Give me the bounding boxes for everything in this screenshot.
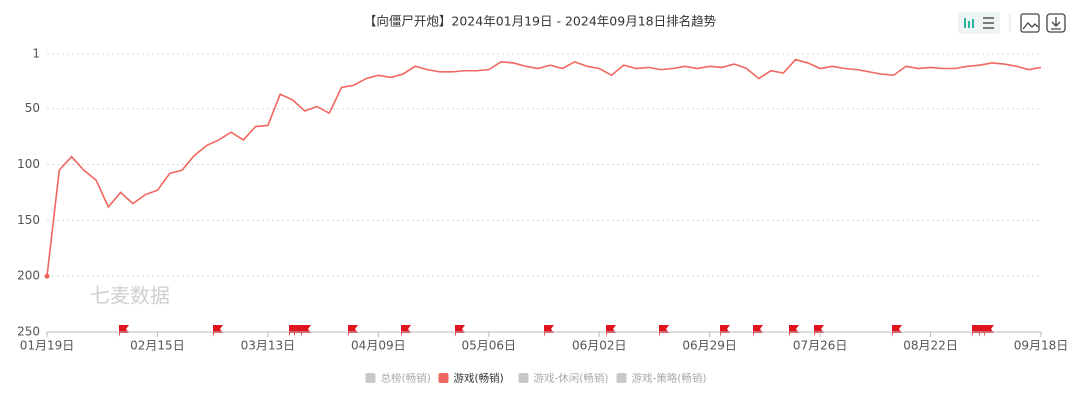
y-tick-label: 1 (32, 47, 40, 61)
x-tick-label: 03月13日 (241, 339, 296, 353)
event-flag[interactable] (455, 325, 465, 337)
event-flag[interactable] (892, 325, 902, 337)
image-icon (1022, 22, 1039, 30)
legend-label: 游戏-策略(畅销) (632, 372, 707, 385)
event-flag[interactable] (301, 325, 311, 337)
x-tick-label: 04月09日 (351, 339, 406, 353)
legend-item[interactable]: 游戏-策略(畅销) (616, 372, 707, 385)
toolbar (958, 12, 1066, 34)
y-tick-label: 250 (17, 325, 40, 339)
event-flags (119, 325, 994, 337)
line (46, 58, 1042, 277)
event-flag[interactable] (544, 325, 554, 337)
event-flag[interactable] (213, 325, 223, 337)
event-flag[interactable] (720, 325, 730, 337)
watermark: 七麦数据 (90, 284, 170, 308)
event-flag[interactable] (814, 325, 824, 337)
legend-label: 游戏-休闲(畅销) (534, 372, 609, 385)
download-button[interactable] (1046, 13, 1066, 33)
chart-title: 【向僵尸开炮】2024年01月19日 - 2024年09月18日排名趋势 (364, 14, 717, 29)
x-tick-label: 06月02日 (572, 339, 627, 353)
legend-swatch (518, 373, 529, 383)
event-flag[interactable] (659, 325, 669, 337)
x-tick-label: 08月22日 (903, 339, 958, 353)
save-image-button[interactable] (1020, 13, 1040, 33)
event-flag[interactable] (789, 325, 799, 337)
event-flag[interactable] (348, 325, 358, 337)
event-flag[interactable] (606, 325, 616, 337)
event-flag[interactable] (401, 325, 411, 337)
y-tick-label: 100 (17, 157, 40, 171)
x-tick-label: 05月06日 (462, 339, 517, 353)
x-tick-label: 09月18日 (1014, 339, 1069, 353)
legend-label: 游戏(畅销) (454, 372, 504, 385)
x-tick-label: 02月15日 (130, 339, 185, 353)
legend-item[interactable]: 游戏(畅销) (438, 372, 504, 385)
x-tick-label: 06月29日 (682, 339, 737, 353)
download-icon (1051, 17, 1061, 30)
legend-swatch (438, 373, 449, 383)
legend-item[interactable]: 游戏-休闲(畅销) (518, 372, 609, 385)
event-flag[interactable] (119, 325, 129, 337)
x-tick-label: 01月19日 (20, 339, 75, 353)
event-flag[interactable] (984, 325, 994, 337)
legend-label: 总榜(畅销) (381, 372, 431, 385)
list-icon (983, 17, 994, 29)
bar-icon (964, 18, 974, 28)
x-tick-label: 07月26日 (793, 339, 848, 353)
y-tick-label: 200 (17, 269, 40, 283)
legend-item[interactable]: 总榜(畅销) (365, 372, 431, 385)
point (44, 273, 50, 279)
y-tick-label: 150 (17, 213, 40, 227)
event-flag[interactable] (753, 325, 763, 337)
legend-swatch (365, 373, 376, 383)
y-tick-label: 50 (25, 101, 40, 115)
legend-swatch (616, 373, 627, 383)
